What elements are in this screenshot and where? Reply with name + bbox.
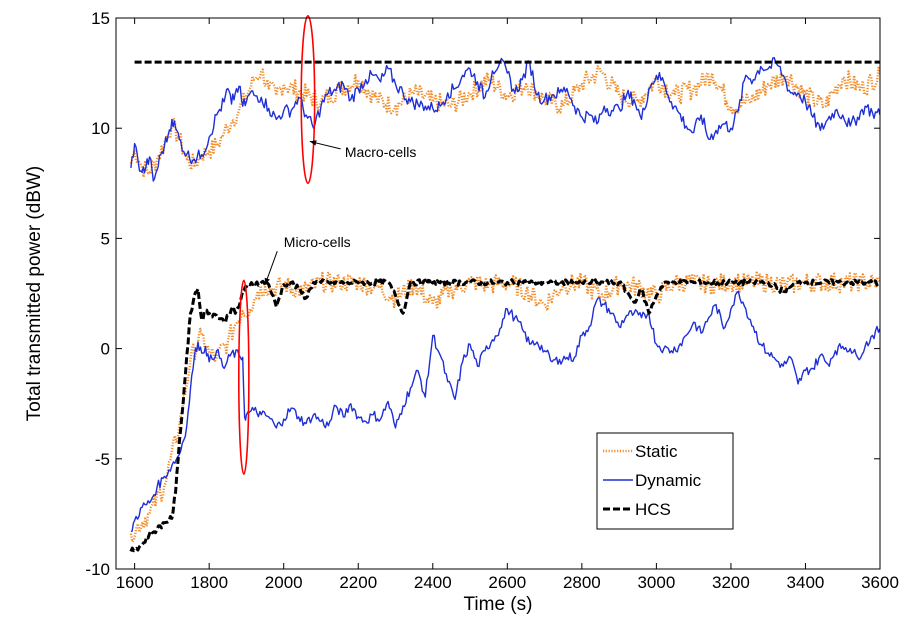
annotation-label: Macro-cells xyxy=(345,144,417,160)
annotations: Macro-cells Micro-cells xyxy=(237,14,417,476)
series-static-line xyxy=(129,271,880,543)
x-tick-label: 2400 xyxy=(414,573,452,592)
series-dynamic-macro-line xyxy=(130,56,880,182)
y-tick-label: -10 xyxy=(85,560,110,579)
legend-label-hcs: HCS xyxy=(635,500,671,519)
annotation-arrowhead xyxy=(264,277,270,285)
x-axis-label: Time (s) xyxy=(464,594,533,615)
y-axis-label: Total transmitted power (dBW) xyxy=(24,166,45,422)
axis-ticks: 1600 1800 2000 2200 2400 2600 2800 3000 3200 3400… xyxy=(85,9,898,592)
axes-frame xyxy=(115,17,881,570)
x-tick-label: 2200 xyxy=(339,573,377,592)
series-group xyxy=(129,56,880,553)
x-tick-label: 2000 xyxy=(265,573,303,592)
x-tick-label: 1800 xyxy=(190,573,228,592)
y-tick-label: 5 xyxy=(101,229,110,248)
y-tick-label: 15 xyxy=(91,9,110,28)
x-tick-label: 2600 xyxy=(488,573,526,592)
legend-box xyxy=(596,432,734,530)
x-tick-label: 3200 xyxy=(712,573,750,592)
annotation-arrowhead xyxy=(309,140,317,146)
series-static-line xyxy=(129,65,880,179)
legend: Static Dynamic HCS xyxy=(596,432,734,530)
legend-label-static: Static xyxy=(635,442,678,461)
x-tick-label: 2800 xyxy=(563,573,601,592)
annotation-label: Micro-cells xyxy=(284,234,351,250)
y-tick-label: 10 xyxy=(91,119,110,138)
x-tick-label: 1600 xyxy=(116,573,154,592)
annotation-ellipse xyxy=(237,279,250,476)
x-tick-label: 3400 xyxy=(787,573,825,592)
y-tick-label: -5 xyxy=(95,450,110,469)
annotation-ellipse xyxy=(300,14,316,185)
y-tick-label: 0 xyxy=(101,340,110,359)
legend-label-dynamic: Dynamic xyxy=(635,471,702,490)
series-hcs-micro-line xyxy=(129,278,880,553)
x-tick-label: 3600 xyxy=(861,573,899,592)
x-tick-label: 3000 xyxy=(637,573,675,592)
